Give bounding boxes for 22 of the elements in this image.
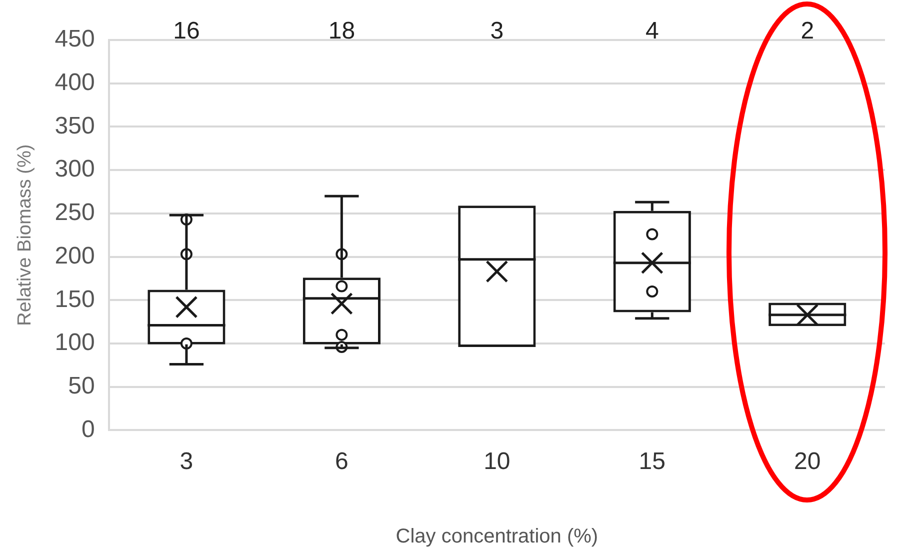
y-tick-label: 50 <box>68 372 95 400</box>
x-tick-label: 15 <box>638 448 666 476</box>
y-tick-label: 350 <box>54 112 95 140</box>
x-tick-label: 3 <box>180 448 194 476</box>
y-tick-label: 100 <box>54 329 95 356</box>
y-tick-label: 300 <box>54 156 95 183</box>
annotation: 2 <box>800 18 814 45</box>
annotation: 18 <box>328 18 356 45</box>
y-tick-label: 400 <box>54 68 95 96</box>
y-tick-label: 0 <box>81 416 95 443</box>
annotation: 3 <box>490 18 504 45</box>
x-tick-label: 20 <box>794 448 821 476</box>
y-tick-label: 250 <box>54 199 95 226</box>
annotation: 16 <box>173 18 200 45</box>
x-tick-label: 6 <box>335 448 348 476</box>
y-tick-label: 200 <box>54 242 95 270</box>
y-tick-label: 150 <box>54 286 95 313</box>
y-tick-label: 450 <box>54 26 95 53</box>
x-axis-title: Clay concentration (%) <box>396 526 598 548</box>
y-axis-title: Relative Biomass (%) <box>14 144 36 326</box>
annotation: 4 <box>645 18 659 45</box>
x-tick-label: 10 <box>484 448 510 476</box>
